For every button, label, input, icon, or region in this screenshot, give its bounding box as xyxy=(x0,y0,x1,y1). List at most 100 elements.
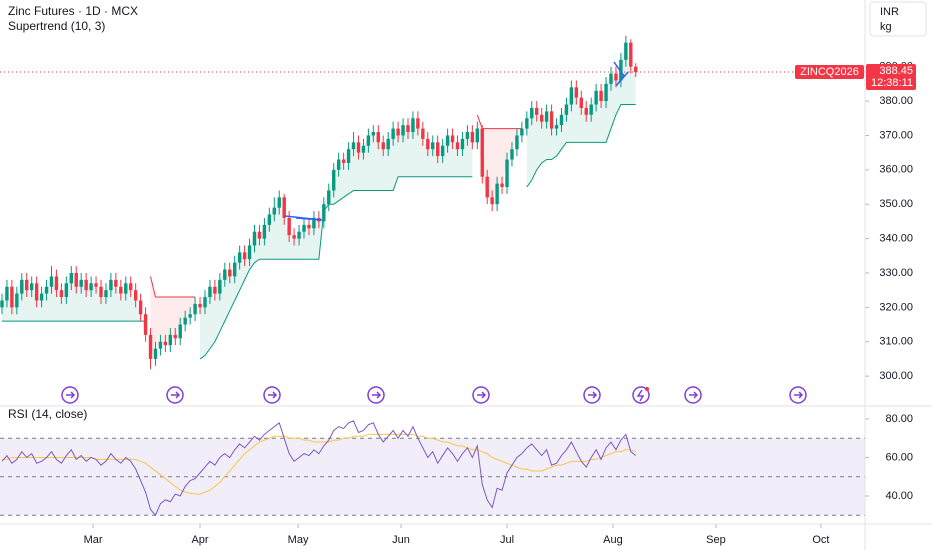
supertrend-line xyxy=(150,276,196,298)
x-tick-label: Apr xyxy=(191,534,208,546)
candle-body xyxy=(381,142,385,150)
candle-body xyxy=(411,118,415,133)
candle-body xyxy=(579,97,583,108)
candle-body xyxy=(594,90,598,105)
x-tick-label: Jun xyxy=(392,534,410,546)
candle-body xyxy=(366,135,371,146)
candle-body xyxy=(386,138,390,150)
event-icon[interactable] xyxy=(583,386,601,404)
candle-body xyxy=(535,107,539,115)
candle-body xyxy=(574,87,579,98)
candle-body xyxy=(391,128,395,139)
candle-body xyxy=(89,283,93,291)
rsi-line xyxy=(1,420,637,517)
candle-body xyxy=(327,190,331,205)
candle-body xyxy=(569,87,574,105)
candle-body xyxy=(396,128,400,136)
candle-body xyxy=(163,341,168,346)
indicator-title: Supertrend (10, 3) xyxy=(8,19,105,33)
candle-body xyxy=(426,138,430,150)
candle-body xyxy=(455,142,460,150)
candle-body xyxy=(287,217,291,236)
candle-body xyxy=(153,348,158,359)
rsi-title: RSI (14, close) xyxy=(8,407,87,421)
unit-box[interactable] xyxy=(869,1,927,37)
event-icon[interactable] xyxy=(263,386,281,404)
candle-body xyxy=(5,286,9,301)
candle-body xyxy=(485,176,489,198)
candle-body xyxy=(257,231,262,239)
event-icon[interactable] xyxy=(472,386,490,404)
candle-body xyxy=(312,217,316,229)
candle-body xyxy=(614,73,618,81)
candle-body xyxy=(510,149,514,160)
candle-body xyxy=(282,197,286,218)
candle-body xyxy=(34,283,39,301)
candle-body xyxy=(460,138,465,150)
event-icon[interactable] xyxy=(367,386,385,404)
candle-body xyxy=(59,290,64,298)
y-tick-label: 340.00 xyxy=(879,233,913,245)
candle-body xyxy=(549,111,554,129)
candle-body xyxy=(544,111,549,122)
candle-body xyxy=(228,269,232,277)
candle-body xyxy=(109,279,113,291)
y-tick-label: 80.00 xyxy=(885,413,913,425)
pattern-line xyxy=(284,215,323,221)
candle-body xyxy=(49,276,54,287)
candle-body xyxy=(79,279,83,287)
candle-body xyxy=(188,314,192,318)
candle-body xyxy=(431,142,435,150)
candle-body xyxy=(322,204,326,222)
candle-body xyxy=(173,334,177,339)
candle-body xyxy=(629,42,633,67)
candle-body xyxy=(193,303,197,315)
candle-body xyxy=(133,290,138,301)
candle-body xyxy=(465,132,470,139)
candle-body xyxy=(252,231,257,246)
candle-body xyxy=(376,132,380,143)
candle-body xyxy=(604,83,608,102)
event-icon[interactable] xyxy=(61,386,79,404)
currency: INR xyxy=(880,6,899,18)
candle-body xyxy=(267,214,272,225)
candle-body xyxy=(520,128,524,136)
supertrend-line xyxy=(476,114,522,130)
candle-body xyxy=(183,317,187,325)
x-tick-label: Oct xyxy=(812,534,829,546)
candle-body xyxy=(371,132,376,136)
candle-body xyxy=(203,297,207,308)
pattern-line xyxy=(613,61,629,87)
event-icon[interactable] xyxy=(632,386,650,404)
candle-body xyxy=(232,262,237,277)
candle-body xyxy=(470,132,475,143)
candle-body xyxy=(143,314,148,335)
candle-body xyxy=(272,207,277,215)
candle-body xyxy=(104,290,108,298)
candle-body xyxy=(15,293,19,308)
event-icon[interactable] xyxy=(789,386,807,404)
candle-body xyxy=(124,283,128,294)
candle-body xyxy=(346,149,351,163)
candle-body xyxy=(262,224,267,239)
countdown: 12:38:11 xyxy=(871,77,913,89)
x-tick-label: May xyxy=(288,534,309,546)
candle-body xyxy=(237,252,242,263)
y-tick-label: 350.00 xyxy=(879,198,913,210)
candle-body xyxy=(54,276,59,291)
candle-body xyxy=(564,104,569,115)
event-icon[interactable] xyxy=(684,386,702,404)
last-price-label: 388.45 xyxy=(879,65,913,77)
candle-body xyxy=(302,224,306,232)
candle-body xyxy=(158,341,163,349)
candle-body xyxy=(99,286,103,298)
candle-body xyxy=(559,114,564,126)
candle-body xyxy=(341,159,346,163)
candle-body xyxy=(208,286,212,298)
event-icon[interactable] xyxy=(166,386,184,404)
trend-fill xyxy=(526,42,636,188)
candle-body xyxy=(307,224,311,229)
candle-body xyxy=(351,142,356,150)
chart-title: Zinc Futures · 1D · MCX xyxy=(8,4,138,18)
